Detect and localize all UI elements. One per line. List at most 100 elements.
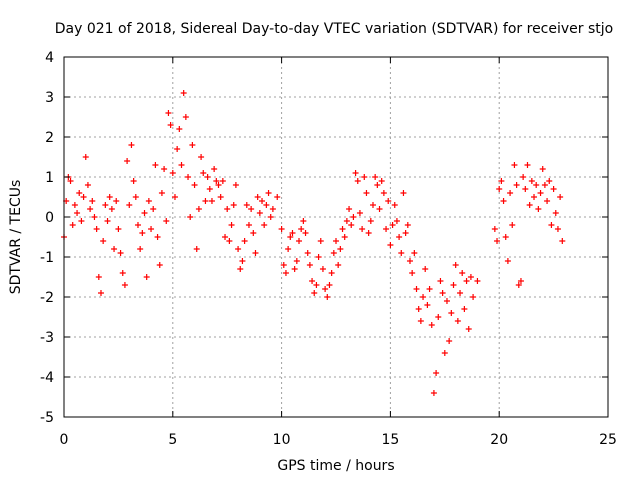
data-point	[520, 174, 527, 180]
data-point	[243, 202, 250, 208]
data-point	[150, 206, 157, 212]
data-point	[189, 142, 196, 148]
data-point	[237, 266, 244, 272]
data-point	[293, 258, 300, 264]
data-point	[134, 222, 141, 228]
data-point	[219, 178, 226, 184]
data-point	[535, 206, 542, 212]
data-point	[300, 218, 307, 224]
data-point	[228, 222, 235, 228]
x-tick-labels: 0 5 10 15 20 25	[60, 432, 617, 448]
data-point	[350, 214, 357, 220]
data-point	[322, 286, 329, 292]
data-point	[84, 182, 91, 188]
data-point	[211, 166, 218, 172]
y-tick-label: -1	[40, 250, 54, 266]
data-point	[282, 270, 289, 276]
data-point	[306, 262, 313, 268]
data-point	[367, 218, 374, 224]
data-point	[67, 178, 74, 184]
data-point	[69, 222, 76, 228]
data-point	[498, 178, 505, 184]
data-point	[461, 306, 468, 312]
data-point	[361, 174, 368, 180]
data-point	[245, 222, 252, 228]
data-point	[169, 170, 176, 176]
x-tick-label: 0	[60, 432, 69, 448]
data-point	[95, 274, 102, 280]
data-point	[400, 190, 407, 196]
data-point	[93, 226, 100, 232]
data-point	[491, 226, 498, 232]
data-point	[337, 246, 344, 252]
data-point	[450, 282, 457, 288]
data-point	[111, 246, 118, 252]
data-point	[239, 258, 246, 264]
data-point	[380, 190, 387, 196]
data-point	[280, 262, 287, 268]
data-point	[274, 194, 281, 200]
chart-title: Day 021 of 2018, Sidereal Day-to-day VTE…	[55, 21, 613, 37]
data-point	[389, 222, 396, 228]
data-point	[409, 270, 416, 276]
data-point	[78, 218, 85, 224]
data-point	[413, 286, 420, 292]
data-point	[80, 194, 87, 200]
data-point	[235, 246, 242, 252]
data-point	[502, 234, 509, 240]
data-point	[333, 238, 339, 244]
data-point	[533, 182, 540, 188]
data-point	[319, 266, 326, 272]
data-point	[187, 214, 194, 220]
data-point	[496, 186, 503, 192]
data-point	[463, 278, 470, 284]
data-point	[557, 194, 564, 200]
data-point	[387, 242, 394, 248]
data-point	[226, 238, 233, 244]
data-point	[548, 222, 555, 228]
data-point	[254, 194, 261, 200]
x-tick-label: 15	[381, 432, 399, 448]
data-point	[158, 190, 165, 196]
data-point	[311, 290, 318, 296]
data-point	[171, 194, 178, 200]
data-point	[315, 254, 322, 260]
data-point	[433, 370, 440, 376]
data-point	[550, 186, 557, 192]
data-point	[509, 222, 516, 228]
y-tick-label: 2	[45, 130, 54, 146]
data-point	[121, 282, 128, 288]
data-point	[224, 206, 231, 212]
axis-ticks	[63, 56, 609, 418]
data-point	[108, 206, 115, 212]
data-point	[541, 182, 548, 188]
data-point	[354, 178, 361, 184]
data-point	[359, 226, 366, 232]
data-point	[193, 246, 200, 252]
y-tick-label: -3	[40, 330, 54, 346]
data-point	[515, 282, 522, 288]
y-tick-label: 1	[45, 170, 54, 186]
data-point	[428, 322, 435, 328]
data-point	[513, 182, 520, 188]
data-point	[507, 190, 514, 196]
data-point	[269, 206, 276, 212]
data-point	[378, 178, 385, 184]
data-point	[113, 198, 120, 204]
data-point	[439, 290, 446, 296]
data-point	[372, 174, 379, 180]
data-point	[554, 226, 561, 232]
data-point	[411, 250, 418, 256]
y-tick-labels: -5 -4 -3 -2 -1 0 1 2 3 4	[40, 50, 54, 426]
data-point	[213, 178, 220, 184]
data-point	[522, 186, 529, 192]
data-point	[430, 390, 437, 396]
y-tick-label: 4	[45, 50, 54, 66]
data-point	[335, 262, 342, 268]
data-point	[176, 126, 183, 132]
data-point	[317, 238, 324, 244]
plot-frame	[63, 56, 609, 418]
data-point	[467, 274, 474, 280]
data-point	[448, 310, 455, 316]
y-tick-label: -4	[40, 370, 54, 386]
